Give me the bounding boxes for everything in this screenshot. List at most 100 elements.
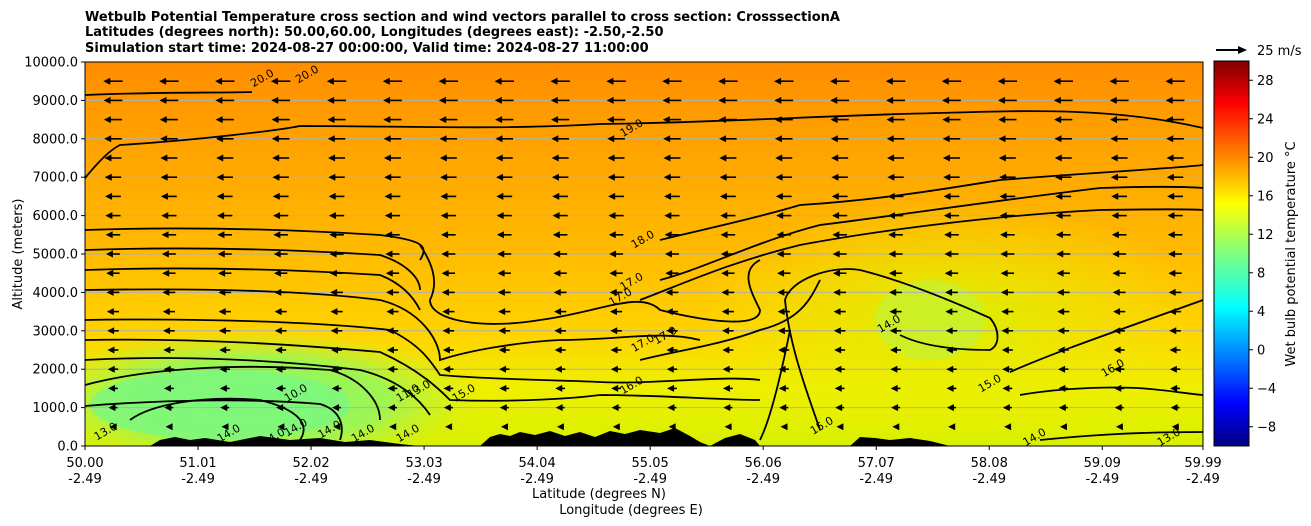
wind-vector-head xyxy=(501,423,508,431)
wind-vector-head xyxy=(833,308,841,316)
wind-vector-head xyxy=(218,327,226,335)
wind-vector-head xyxy=(722,384,730,392)
wind-vector-head xyxy=(273,231,281,239)
wind-vector-head xyxy=(331,346,339,354)
wind-vector-head xyxy=(494,77,502,85)
wind-vector-head xyxy=(1169,346,1177,354)
wind-vector-head xyxy=(107,346,115,354)
wind-vector-head xyxy=(942,154,950,162)
wind-vector-head xyxy=(1056,250,1064,258)
wind-vector-head xyxy=(386,327,394,335)
wind-vector-head xyxy=(497,250,505,258)
wind-vector-head xyxy=(106,308,114,316)
title-line-1: Wetbulb Potential Temperature cross sect… xyxy=(85,10,840,25)
wind-vector-head xyxy=(1115,423,1123,431)
wind-vector-head xyxy=(272,154,280,162)
wind-vector-head xyxy=(330,308,338,316)
colorbar-tick-label: 4 xyxy=(1257,305,1265,320)
colorbar-label: Wet bulb potential temperature °C xyxy=(1284,141,1299,366)
wind-vector-head xyxy=(722,327,730,335)
wind-vector-head xyxy=(387,384,395,392)
wind-vector-head xyxy=(109,423,117,431)
wind-vector-head xyxy=(1058,384,1066,392)
wind-vector-head xyxy=(330,288,338,296)
wind-vector-head xyxy=(663,173,671,181)
wind-vector-head xyxy=(271,116,279,124)
wind-vector-head xyxy=(496,192,504,200)
wind-vector-head xyxy=(328,192,336,200)
wind-vector-head xyxy=(830,135,838,143)
wind-vector-head xyxy=(942,96,950,104)
wind-vector-head xyxy=(438,96,446,104)
wind-vector-head xyxy=(724,423,732,431)
wind-vector-head xyxy=(440,212,448,220)
wind-vector-head xyxy=(220,404,228,412)
wind-vector-head xyxy=(944,269,952,277)
wind-vector-head xyxy=(219,384,227,392)
wind-vector-head xyxy=(886,135,894,143)
wind-vector-head xyxy=(443,365,451,373)
wind-vector-head xyxy=(103,77,111,85)
wind-vector-head xyxy=(271,96,279,104)
wind-vector-head xyxy=(999,173,1007,181)
y-axis: 0.0 1000.0 2000.0 3000.0 4000.0 5000.0 6000.0 7… xyxy=(24,56,85,455)
wind-vector-head xyxy=(555,384,563,392)
contour-line xyxy=(129,397,305,441)
wind-vector-head xyxy=(328,154,336,162)
wind-vector-head xyxy=(326,77,334,85)
wind-vector-head xyxy=(160,154,168,162)
y-tick-label: 5000.0 xyxy=(33,248,79,263)
wind-vector-head xyxy=(497,288,505,296)
colorbar-tick-label: 16 xyxy=(1257,189,1274,204)
x-tick-label-longitude: -2.49 xyxy=(1085,472,1119,487)
y-tick-label: 6000.0 xyxy=(33,209,79,224)
x-tick-label-latitude: 53.03 xyxy=(405,456,442,471)
wind-vector-head xyxy=(328,212,336,220)
wind-vector-head xyxy=(1058,365,1066,373)
wind-vector-head xyxy=(887,192,895,200)
colorbar-tick-label: 24 xyxy=(1257,112,1274,127)
wind-vector-head xyxy=(553,269,561,277)
wind-vector-head xyxy=(383,154,391,162)
colorbar-tick-label: 20 xyxy=(1257,151,1274,166)
wind-vector-head xyxy=(498,308,506,316)
y-tick-label: 7000.0 xyxy=(33,171,79,186)
x-tick-label-longitude: -2.49 xyxy=(294,472,328,487)
wind-vector-head xyxy=(439,116,447,124)
wind-vector-head xyxy=(331,365,339,373)
wind-vector-head xyxy=(607,135,615,143)
wind-vector-head xyxy=(275,346,283,354)
wind-vector-head xyxy=(499,384,507,392)
wind-vector-head xyxy=(779,404,787,412)
wind-vector-head xyxy=(777,269,785,277)
wind-vector-head xyxy=(610,346,618,354)
wind-vector-head xyxy=(946,404,954,412)
wind-vector-head xyxy=(385,231,393,239)
wind-vector-head xyxy=(389,423,397,431)
wind-vector-head xyxy=(997,96,1005,104)
x-axis-label-longitude: Longitude (degrees E) xyxy=(559,503,703,518)
wind-vector-head xyxy=(612,423,620,431)
wind-vector-head xyxy=(270,77,278,85)
wind-vector-head xyxy=(718,77,726,85)
contour-line xyxy=(784,268,999,431)
wind-vector-head xyxy=(1057,346,1065,354)
wind-vector-head xyxy=(610,327,618,335)
wind-vector-head xyxy=(1058,404,1066,412)
wind-vector-head xyxy=(777,288,785,296)
contour-line xyxy=(85,399,343,441)
wind-vector-head xyxy=(555,404,563,412)
wind-vector-head xyxy=(829,77,837,85)
wind-vector-head xyxy=(662,116,670,124)
wind-vector-head xyxy=(1055,231,1063,239)
wind-vector-head xyxy=(163,365,171,373)
wind-vector-head xyxy=(667,384,675,392)
contour-line xyxy=(85,247,421,291)
wind-vector-head xyxy=(105,192,113,200)
wind-vector-head xyxy=(606,77,614,85)
wind-vector-head xyxy=(606,116,614,124)
wind-vector-head xyxy=(274,308,282,316)
wind-vector-head xyxy=(216,173,224,181)
wind-vector-head xyxy=(667,404,675,412)
